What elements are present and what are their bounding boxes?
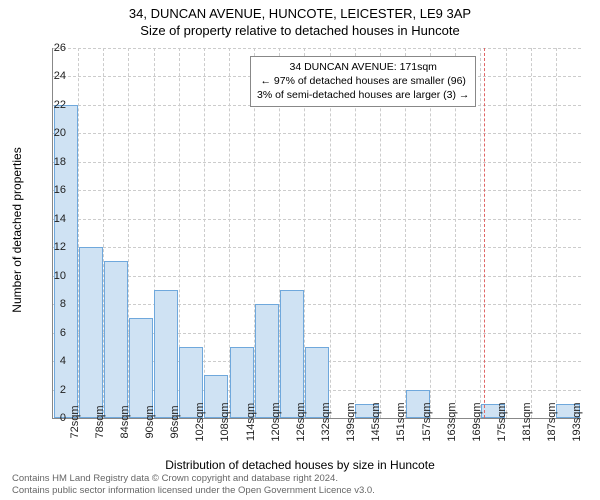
gridline-h [53, 48, 581, 49]
annotation-line-3: 3% of semi-detached houses are larger (3… [257, 88, 469, 102]
x-tick-label: 193sqm [571, 402, 583, 441]
chart-container: 34, DUNCAN AVENUE, HUNCOTE, LEICESTER, L… [0, 0, 600, 500]
y-tick-label: 16 [46, 184, 66, 196]
bar [154, 290, 178, 418]
x-tick-label: 151sqm [395, 402, 407, 441]
x-tick-label: 175sqm [496, 402, 508, 441]
x-axis-label: Distribution of detached houses by size … [0, 458, 600, 472]
bar [129, 318, 153, 418]
gridline-v [204, 48, 205, 418]
y-tick-label: 10 [46, 270, 66, 282]
gridline-h [53, 247, 581, 248]
x-tick-label: 163sqm [446, 402, 458, 441]
x-tick-label: 181sqm [521, 402, 533, 441]
y-tick-label: 20 [46, 127, 66, 139]
gridline-h [53, 304, 581, 305]
bar [79, 247, 103, 418]
page-subtitle: Size of property relative to detached ho… [0, 21, 600, 38]
x-tick-label: 108sqm [219, 402, 231, 441]
gridline-v [480, 48, 481, 418]
bar [104, 261, 128, 418]
y-tick-label: 4 [46, 355, 66, 367]
y-tick-label: 22 [46, 99, 66, 111]
x-tick-label: 72sqm [69, 405, 81, 438]
y-tick-label: 2 [46, 384, 66, 396]
gridline-v [506, 48, 507, 418]
x-tick-label: 78sqm [94, 405, 106, 438]
bar [280, 290, 304, 418]
x-tick-label: 169sqm [471, 402, 483, 441]
bar [54, 105, 78, 418]
y-tick-label: 26 [46, 42, 66, 54]
x-tick-label: 102sqm [194, 402, 206, 441]
gridline-h [53, 219, 581, 220]
y-tick-label: 18 [46, 156, 66, 168]
y-tick-label: 0 [46, 412, 66, 424]
page-title: 34, DUNCAN AVENUE, HUNCOTE, LEICESTER, L… [0, 0, 600, 21]
footnote-line-2: Contains public sector information licen… [12, 485, 375, 497]
gridline-h [53, 133, 581, 134]
x-tick-label: 90sqm [144, 405, 156, 438]
x-tick-label: 157sqm [421, 402, 433, 441]
gridline-v [531, 48, 532, 418]
y-tick-label: 12 [46, 241, 66, 253]
x-tick-label: 96sqm [169, 405, 181, 438]
annotation-line-1: 34 DUNCAN AVENUE: 171sqm [257, 60, 469, 74]
annotation-box: 34 DUNCAN AVENUE: 171sqm ← 97% of detach… [250, 56, 476, 107]
bar [255, 304, 279, 418]
y-tick-label: 6 [46, 327, 66, 339]
highlight-line [484, 48, 485, 418]
gridline-h [53, 276, 581, 277]
x-tick-label: 114sqm [245, 403, 257, 441]
x-tick-label: 126sqm [295, 402, 307, 441]
x-tick-label: 132sqm [320, 402, 332, 441]
annotation-line-2: ← 97% of detached houses are smaller (96… [257, 74, 469, 88]
y-axis-label: Number of detached properties [10, 147, 24, 312]
x-tick-label: 120sqm [270, 402, 282, 441]
x-tick-label: 139sqm [345, 402, 357, 441]
y-tick-label: 14 [46, 213, 66, 225]
x-tick-label: 187sqm [546, 402, 558, 441]
y-tick-label: 24 [46, 70, 66, 82]
footnote: Contains HM Land Registry data © Crown c… [12, 473, 375, 497]
footnote-line-1: Contains HM Land Registry data © Crown c… [12, 473, 375, 485]
gridline-h [53, 162, 581, 163]
gridline-h [53, 190, 581, 191]
gridline-v [556, 48, 557, 418]
y-tick-label: 8 [46, 298, 66, 310]
x-tick-label: 145sqm [370, 402, 382, 441]
x-tick-label: 84sqm [119, 405, 131, 438]
